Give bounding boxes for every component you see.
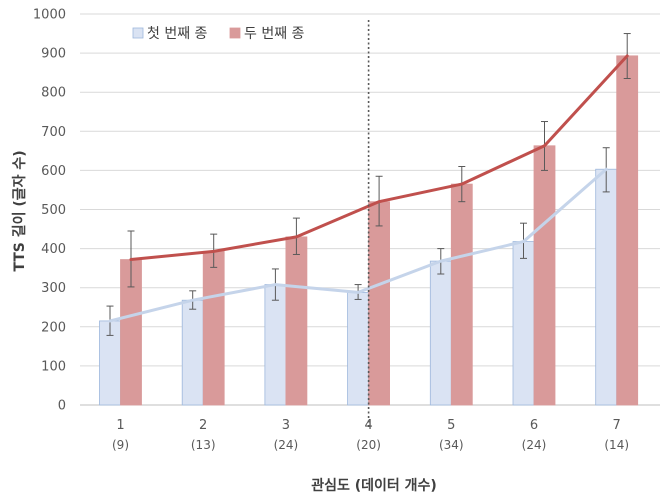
trend-lines xyxy=(108,54,629,323)
bar-series2 xyxy=(202,250,225,406)
x-tick-label: 3 xyxy=(282,418,290,433)
x-tick-sublabel: (14) xyxy=(604,438,629,452)
x-tick-label: 1 xyxy=(116,418,124,433)
bars xyxy=(99,55,639,406)
x-tick-label: 4 xyxy=(364,418,372,433)
bar-series2 xyxy=(616,55,639,406)
x-axis-title: 관심도 (데이터 개수) xyxy=(311,477,437,494)
y-tick-label: 600 xyxy=(41,164,66,179)
x-tick-label: 5 xyxy=(447,418,455,433)
bar-series1 xyxy=(181,299,204,406)
y-axis-ticks: 0 100 200 300 400 500 600 700 800 900 1000 xyxy=(33,8,66,414)
legend-label-series1: 첫 번째 종 xyxy=(147,26,208,42)
x-tick-label: 2 xyxy=(199,418,207,433)
y-tick-label: 700 xyxy=(41,125,66,140)
y-tick-label: 200 xyxy=(41,320,66,335)
legend-swatch-series2 xyxy=(229,27,241,39)
y-tick-label: 1000 xyxy=(33,8,66,23)
y-axis-title: TTS 길이 (글자 수) xyxy=(11,150,28,271)
bar-series1 xyxy=(595,168,618,406)
trend-line-series2 xyxy=(129,54,629,262)
x-tick-sublabel: (9) xyxy=(112,438,129,452)
bar-series2 xyxy=(285,236,308,406)
y-tick-label: 500 xyxy=(41,203,66,218)
legend-swatch-series1 xyxy=(132,27,144,39)
y-tick-label: 900 xyxy=(41,47,66,62)
x-tick-label: 7 xyxy=(613,418,621,433)
y-tick-label: 300 xyxy=(41,281,66,296)
x-tick-sublabel: (13) xyxy=(191,438,216,452)
bar-series2 xyxy=(368,201,391,406)
bar-series1 xyxy=(347,291,370,406)
y-tick-label: 800 xyxy=(41,86,66,101)
y-tick-label: 0 xyxy=(58,399,66,414)
trend-line-series1 xyxy=(108,167,608,323)
x-axis-ticks: 1 (9) 2 (13) 3 (24) 4 (20) 5 (34) 6 (24) 7 (14) xyxy=(112,418,629,452)
bar-series1 xyxy=(264,284,287,406)
x-tick-sublabel: (24) xyxy=(522,438,547,452)
legend-label-series2: 두 번째 종 xyxy=(244,26,305,42)
x-tick-sublabel: (24) xyxy=(274,438,299,452)
x-tick-sublabel: (34) xyxy=(439,438,464,452)
y-tick-label: 400 xyxy=(41,242,66,257)
bar-series2 xyxy=(533,145,556,406)
bar-series1 xyxy=(512,241,535,406)
y-tick-label: 100 xyxy=(41,359,66,374)
legend: 첫 번째 종 두 번째 종 xyxy=(132,26,305,42)
bar-series1 xyxy=(429,260,452,406)
bar-series2 xyxy=(450,183,473,406)
x-tick-label: 6 xyxy=(530,418,538,433)
x-tick-sublabel: (20) xyxy=(356,438,381,452)
